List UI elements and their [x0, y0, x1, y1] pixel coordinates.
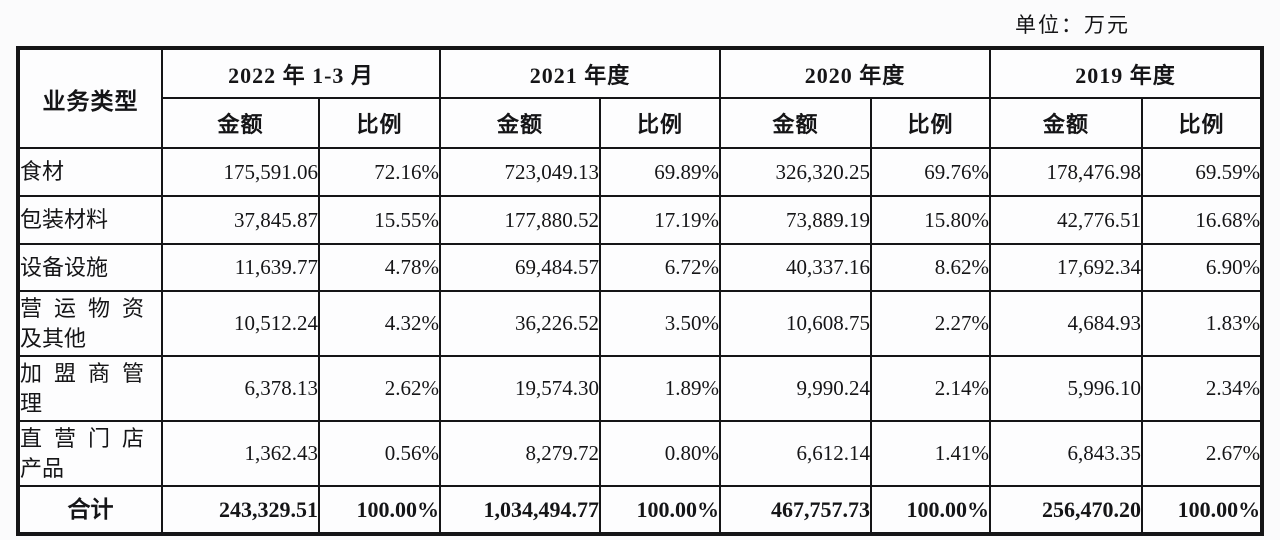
row-label: 直营门店 产品 [17, 420, 163, 487]
row-label: 包装材料 [17, 195, 163, 245]
amount-cell: 175,591.06 [161, 147, 320, 197]
ratio-cell: 8.62% [870, 243, 992, 292]
period-header-2019: 2019 年度 [989, 47, 1264, 99]
ratio-cell: 15.55% [317, 195, 442, 245]
row-label: 设备设施 [17, 243, 163, 292]
ratio-cell: 0.56% [317, 420, 442, 487]
amount-header: 金额 [439, 97, 602, 149]
table-row-direct-store-products: 直营门店 产品 1,362.43 0.56% 8,279.72 0.80% 6,6… [17, 420, 1264, 487]
total-label: 合计 [17, 485, 163, 535]
amount-cell: 6,378.13 [161, 355, 320, 422]
amount-cell: 17,692.34 [989, 243, 1144, 292]
period-header-row: 业务类型 2022 年 1-3 月 2021 年度 2020 年度 2019 年… [17, 47, 1264, 149]
period-header-2022: 2022 年 1-3 月 [160, 47, 442, 99]
total-amount-cell: 256,470.20 [989, 485, 1144, 535]
amount-cell: 6,612.14 [719, 420, 873, 487]
table-row-equipment: 设备设施 11,639.77 4.78% 69,484.57 6.72% 40,… [17, 243, 1264, 292]
amount-cell: 40,337.16 [719, 243, 873, 292]
ratio-cell: 1.41% [870, 420, 992, 487]
unit-label: 单位：万元 [1015, 13, 1130, 37]
amount-cell: 177,880.52 [439, 195, 602, 245]
period-header-2020: 2020 年度 [719, 47, 992, 99]
total-ratio-cell: 100.00% [1141, 485, 1264, 535]
ratio-cell: 15.80% [870, 195, 992, 245]
amount-header: 金额 [989, 97, 1144, 149]
ratio-cell: 69.89% [599, 147, 722, 197]
ratio-cell: 2.27% [870, 290, 992, 357]
ratio-cell: 16.68% [1141, 195, 1264, 245]
row-label: 食材 [17, 147, 163, 197]
amount-cell: 178,476.98 [989, 147, 1144, 197]
business-revenue-table: 业务类型 2022 年 1-3 月 2021 年度 2020 年度 2019 年… [16, 46, 1265, 536]
total-amount-cell: 243,329.51 [161, 485, 320, 535]
amount-cell: 36,226.52 [439, 290, 602, 357]
amount-cell: 326,320.25 [719, 147, 873, 197]
ratio-header: 比例 [1141, 97, 1264, 149]
ratio-cell: 69.59% [1141, 147, 1264, 197]
ratio-cell: 0.80% [599, 420, 722, 487]
table-row-franchisee-management: 加盟商管理 6,378.13 2.62% 19,574.30 1.89% 9,9… [17, 355, 1264, 422]
table-row-operating-supplies: 营运物资 及其他 10,512.24 4.32% 36,226.52 3.50% … [17, 290, 1264, 357]
amount-cell: 42,776.51 [989, 195, 1144, 245]
amount-cell: 11,639.77 [161, 243, 320, 292]
amount-cell: 4,684.93 [989, 290, 1144, 357]
ratio-cell: 72.16% [317, 147, 442, 197]
amount-cell: 37,845.87 [161, 195, 320, 245]
row-label: 营运物资 及其他 [17, 290, 163, 357]
total-ratio-cell: 100.00% [870, 485, 992, 535]
amount-cell: 10,608.75 [719, 290, 873, 357]
total-row: 合计 243,329.51 100.00% 1,034,494.77 100.0… [17, 485, 1264, 535]
ratio-cell: 2.62% [317, 355, 442, 422]
amount-cell: 723,049.13 [439, 147, 602, 197]
ratio-header: 比例 [317, 97, 442, 149]
sub-header-row: 金额 比例 金额 比例 金额 比例 金额 比例 [18, 97, 1264, 149]
ratio-cell: 2.14% [870, 355, 992, 422]
table-row-food: 食材 175,591.06 72.16% 723,049.13 69.89% 3… [17, 147, 1264, 197]
ratio-cell: 1.83% [1141, 290, 1264, 357]
amount-cell: 19,574.30 [439, 355, 602, 422]
ratio-cell: 6.72% [599, 243, 722, 292]
ratio-cell: 4.32% [317, 290, 442, 357]
amount-cell: 5,996.10 [989, 355, 1144, 422]
table-row-packaging: 包装材料 37,845.87 15.55% 177,880.52 17.19% … [17, 195, 1264, 245]
total-ratio-cell: 100.00% [599, 485, 722, 535]
amount-cell: 8,279.72 [439, 420, 602, 487]
total-amount-cell: 1,034,494.77 [439, 485, 602, 535]
period-header-2021: 2021 年度 [439, 47, 722, 99]
ratio-cell: 1.89% [599, 355, 722, 422]
ratio-cell: 2.34% [1141, 355, 1264, 422]
ratio-header: 比例 [870, 97, 992, 149]
amount-cell: 10,512.24 [161, 290, 320, 357]
total-ratio-cell: 100.00% [317, 485, 442, 535]
amount-cell: 6,843.35 [989, 420, 1144, 487]
amount-header: 金额 [161, 97, 320, 149]
amount-cell: 69,484.57 [439, 243, 602, 292]
ratio-cell: 2.67% [1141, 420, 1264, 487]
ratio-cell: 17.19% [599, 195, 722, 245]
ratio-cell: 6.90% [1141, 243, 1264, 292]
amount-cell: 9,990.24 [719, 355, 873, 422]
total-amount-cell: 467,757.73 [719, 485, 873, 535]
ratio-cell: 3.50% [599, 290, 722, 357]
ratio-cell: 4.78% [317, 243, 442, 292]
ratio-header: 比例 [599, 97, 722, 149]
amount-header: 金额 [719, 97, 873, 149]
corner-header: 业务类型 [17, 47, 163, 149]
ratio-cell: 69.76% [870, 147, 992, 197]
amount-cell: 1,362.43 [161, 420, 320, 487]
row-label: 加盟商管理 [17, 355, 163, 422]
amount-cell: 73,889.19 [719, 195, 873, 245]
